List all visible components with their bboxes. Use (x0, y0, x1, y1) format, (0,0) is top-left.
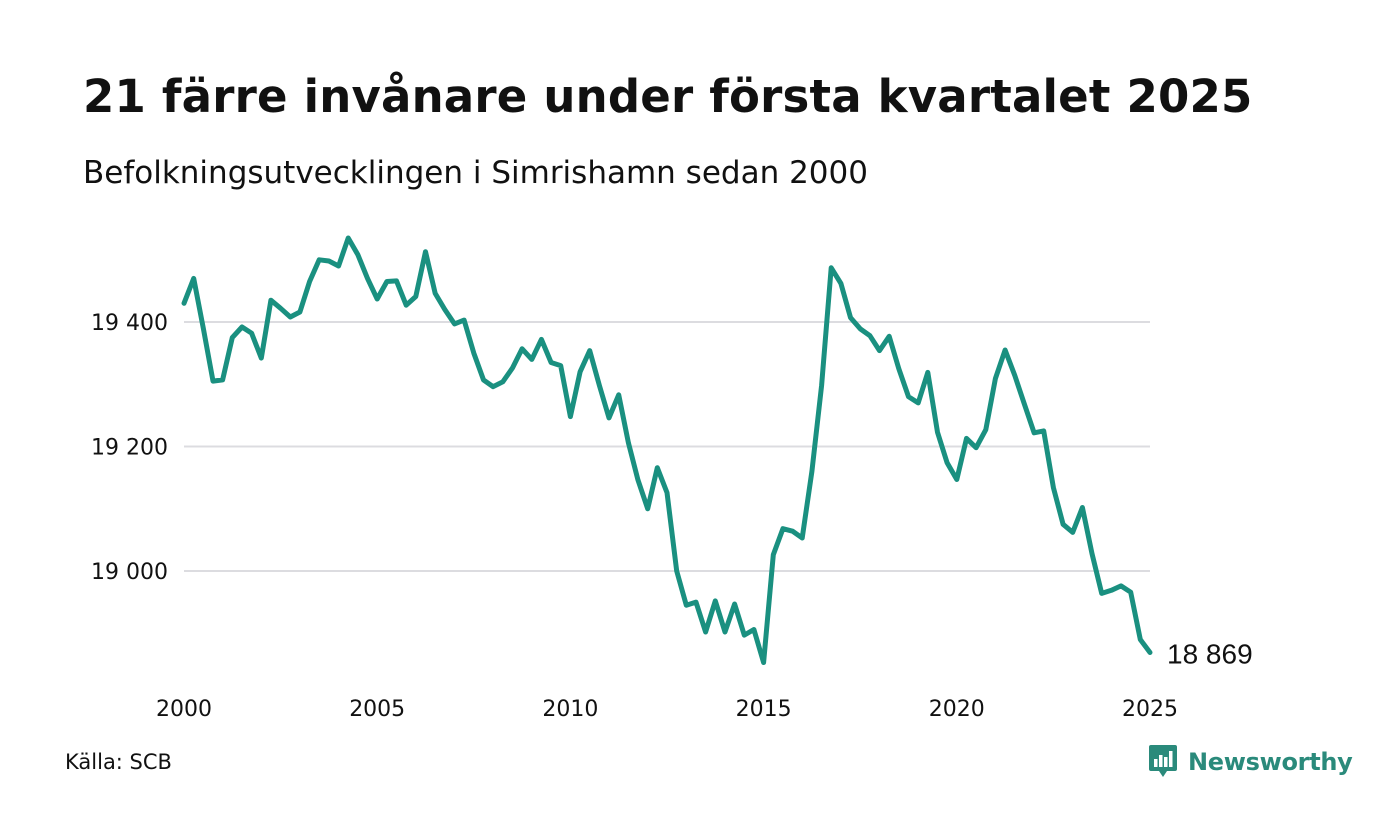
y-tick-label: 19 000 (91, 560, 168, 585)
x-tick-label: 2015 (736, 697, 792, 722)
x-tick-label: 2025 (1122, 697, 1178, 722)
source-note: Källa: SCB (65, 750, 172, 774)
end-value-label: 18 869 (1167, 639, 1253, 670)
y-axis-ticks: 19 000 19 200 19 400 (91, 311, 168, 585)
y-tick-label: 19 200 (91, 436, 168, 461)
series-layer (181, 235, 1153, 665)
chart-subtitle: Befolkningsutvecklingen i Simrishamn sed… (83, 155, 868, 191)
x-tick-label: 2020 (929, 697, 985, 722)
x-tick-label: 2010 (542, 697, 598, 722)
end-label-layer: 18 869 (1167, 639, 1253, 670)
brand-name: Newsworthy (1188, 748, 1353, 776)
newsworthy-logo-icon (1149, 745, 1177, 777)
chart-title: 21 färre invånare under första kvartalet… (83, 70, 1253, 123)
series-line (181, 235, 1153, 665)
y-tick-label: 19 400 (91, 311, 168, 336)
brand-logo: Newsworthy (1148, 744, 1353, 780)
gridlines (184, 321, 1150, 572)
x-tick-label: 2000 (156, 697, 212, 722)
x-tick-label: 2005 (349, 697, 405, 722)
x-axis-ticks: 2000 2005 2010 2015 2020 2025 (156, 697, 1178, 722)
